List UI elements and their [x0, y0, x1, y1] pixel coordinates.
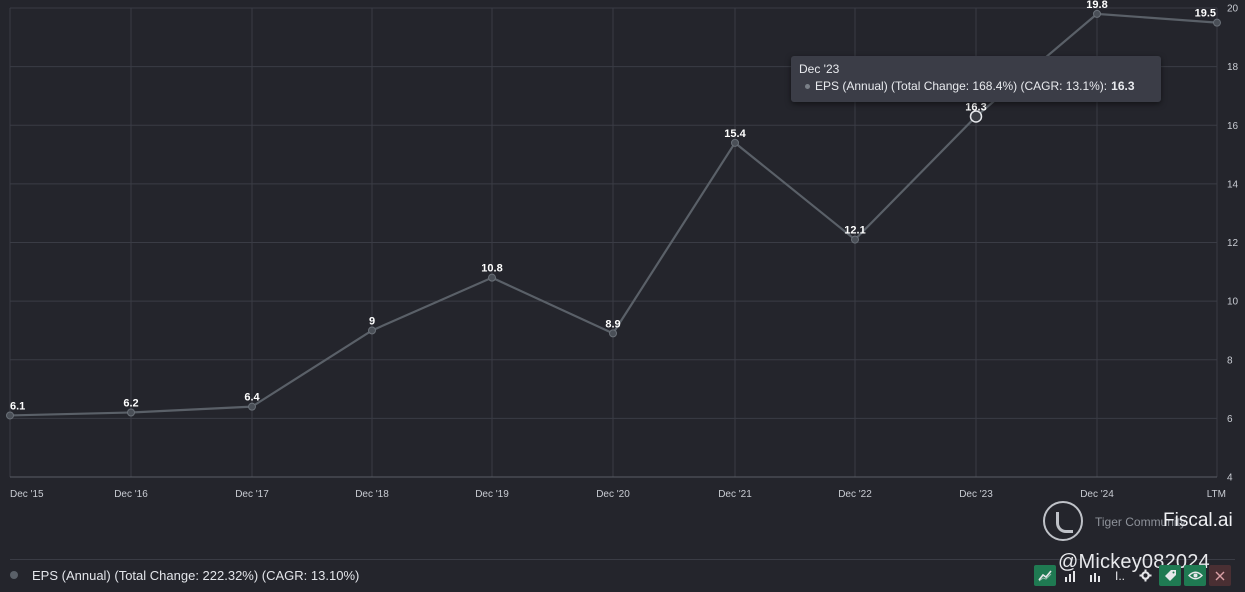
x-tick-label: Dec '20 — [596, 489, 630, 500]
data-labels: 6.1 6.2 6.4 9 10.8 8.9 15.4 12.1 16.3 19.8 19.5 — [10, 0, 1216, 412]
y-tick-label: 10 — [1227, 297, 1239, 308]
y-tick-label: 4 — [1227, 473, 1233, 484]
legend-series-dot — [10, 571, 18, 579]
legend-divider — [10, 559, 1235, 560]
line-chart-icon[interactable] — [1034, 565, 1056, 586]
x-tick-label: LTM — [1207, 489, 1226, 500]
y-tick-label: 12 — [1227, 238, 1239, 249]
tooltip-value: 16.3 — [1111, 79, 1135, 93]
grid — [9, 7, 1218, 478]
y-tick-label: 18 — [1227, 62, 1239, 73]
x-tick-label: Dec '18 — [355, 489, 389, 500]
data-label: 8.9 — [605, 318, 620, 330]
watermark: Tiger Community Fiscal.ai — [1043, 500, 1243, 546]
x-tick-label: Dec '17 — [235, 489, 269, 500]
legend[interactable]: EPS (Annual) (Total Change: 222.32%) (CA… — [10, 566, 359, 584]
x-tick-label: Dec '15 — [10, 489, 44, 500]
data-point[interactable] — [127, 408, 135, 417]
data-label: 19.8 — [1086, 0, 1107, 11]
data-label: 16.3 — [965, 101, 986, 113]
y-tick-label: 8 — [1227, 355, 1233, 366]
data-point[interactable] — [6, 411, 14, 420]
data-point-active[interactable] — [969, 110, 983, 123]
data-point[interactable] — [248, 402, 256, 411]
tooltip-label: EPS (Annual) (Total Change: 168.4%) (CAG… — [815, 79, 1108, 93]
data-label: 6.4 — [244, 392, 260, 404]
tag-icon[interactable] — [1159, 565, 1181, 586]
data-label: 9 — [369, 315, 375, 327]
data-label: 15.4 — [724, 128, 746, 140]
x-tick-label: Dec '23 — [959, 489, 993, 500]
data-point[interactable] — [1093, 9, 1101, 18]
tiger-logo-icon — [1043, 501, 1083, 541]
data-point[interactable] — [488, 273, 496, 282]
legend-label[interactable]: EPS (Annual) (Total Change: 222.32%) (CA… — [32, 567, 360, 583]
watermark-community: Tiger Community — [1095, 515, 1186, 529]
x-tick-label: Dec '22 — [838, 489, 872, 500]
data-point[interactable] — [731, 138, 739, 147]
data-point[interactable] — [851, 235, 859, 244]
data-label: 19.5 — [1195, 8, 1216, 20]
tooltip-title: Dec '23 — [799, 62, 840, 76]
x-tick-label: Dec '19 — [475, 489, 509, 500]
data-point[interactable] — [609, 329, 617, 338]
y-tick-label: 16 — [1227, 121, 1239, 132]
x-tick-label: Dec '24 — [1080, 489, 1114, 500]
tooltip-series-dot — [805, 83, 810, 89]
data-label: 6.1 — [10, 400, 25, 412]
data-point[interactable] — [368, 326, 376, 335]
x-tick-label: Dec '16 — [114, 489, 148, 500]
close-icon[interactable] — [1209, 565, 1231, 586]
data-points[interactable] — [6, 9, 1221, 420]
eye-icon[interactable] — [1184, 565, 1206, 586]
gear-icon[interactable] — [1134, 565, 1156, 586]
data-point[interactable] — [1213, 18, 1221, 27]
x-tick-label: Dec '21 — [718, 489, 752, 500]
data-label: 12.1 — [844, 225, 865, 237]
y-tick-label: 14 — [1227, 179, 1239, 190]
bar-chart-icon[interactable] — [1059, 565, 1081, 586]
tooltip: Dec '23 EPS (Annual) (Total Change: 168.… — [791, 56, 1161, 102]
more-icon[interactable]: I.. — [1114, 568, 1125, 583]
data-label: 6.2 — [123, 398, 138, 410]
watermark-brand: Fiscal.ai — [1163, 510, 1233, 531]
y-tick-label: 20 — [1227, 4, 1239, 15]
data-label: 10.8 — [481, 263, 502, 275]
tooltip-row: EPS (Annual) (Total Change: 168.4%) (CAG… — [799, 79, 1153, 93]
y-axis: 4 6 8 10 12 14 16 18 20 — [1227, 4, 1239, 484]
x-axis: Dec '15 Dec '16 Dec '17 Dec '18 Dec '19 Dec '… — [10, 489, 1226, 500]
stacked-bar-icon[interactable] — [1084, 565, 1106, 586]
chart-toolbar: I.. — [1034, 565, 1234, 586]
y-tick-label: 6 — [1227, 414, 1233, 425]
